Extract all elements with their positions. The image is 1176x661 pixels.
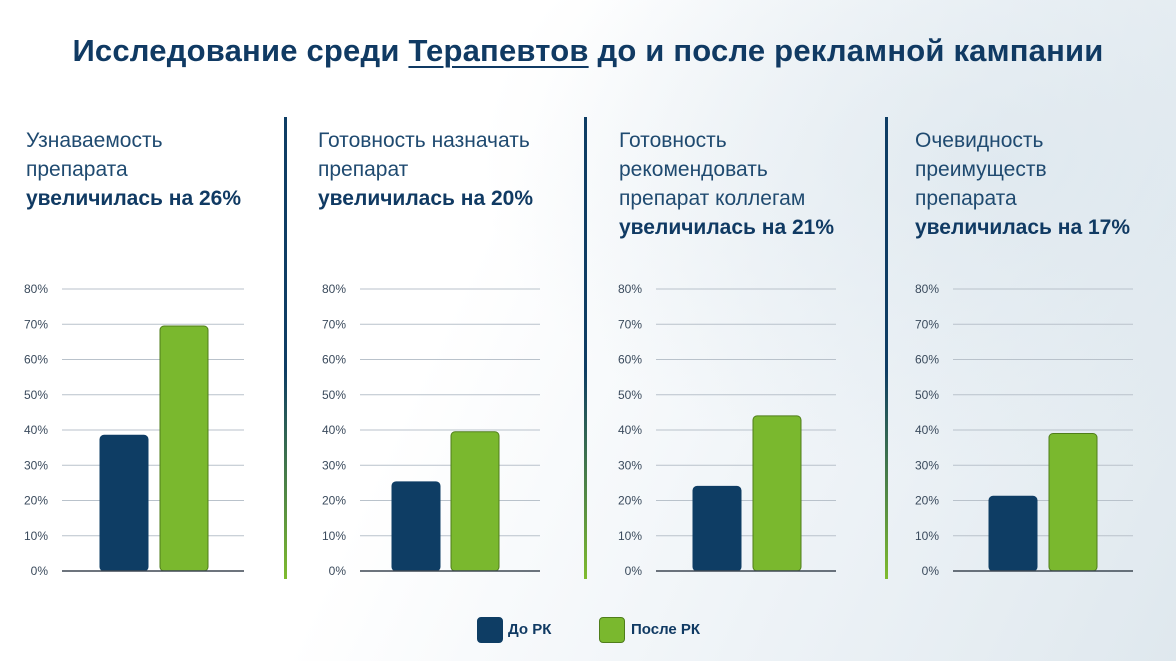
heading-highlight: увеличилась на 26% — [26, 187, 242, 210]
heading-highlight: увеличилась на 20% — [318, 187, 534, 210]
y-tick-label: 10% — [322, 529, 346, 543]
legend-swatch-after — [599, 617, 625, 643]
y-tick-label: 0% — [329, 564, 347, 578]
y-tick-label: 40% — [322, 423, 346, 437]
title-highlight: Терапевтов — [408, 33, 589, 68]
panel-divider — [284, 117, 287, 579]
y-tick-label: 40% — [915, 423, 939, 437]
y-tick-label: 40% — [24, 423, 48, 437]
y-tick-label: 30% — [24, 458, 48, 472]
y-tick-label: 60% — [24, 353, 48, 367]
panel-divider — [584, 117, 587, 579]
y-tick-label: 40% — [618, 423, 642, 437]
panel-divider — [885, 117, 888, 579]
y-tick-label: 10% — [24, 529, 48, 543]
y-tick-label: 50% — [618, 388, 642, 402]
y-tick-label: 60% — [618, 353, 642, 367]
y-tick-label: 10% — [618, 529, 642, 543]
heading-line: Узнаваемость — [26, 129, 163, 152]
y-tick-label: 0% — [922, 564, 940, 578]
heading-line: препарата — [915, 187, 1017, 210]
heading-line: препарат — [318, 158, 409, 181]
legend-label-before: До РК — [508, 621, 552, 638]
heading-line: преимуществ — [915, 158, 1047, 181]
y-tick-label: 20% — [322, 494, 346, 508]
y-tick-label: 80% — [24, 282, 48, 296]
y-tick-label: 10% — [915, 529, 939, 543]
y-tick-label: 60% — [915, 353, 939, 367]
bar-before — [988, 495, 1038, 572]
y-tick-label: 60% — [322, 353, 346, 367]
y-tick-label: 80% — [618, 282, 642, 296]
panel-heading-awareness: Узнаваемость препарата увеличилась на 26… — [26, 126, 241, 213]
y-tick-label: 50% — [24, 388, 48, 402]
y-tick-label: 70% — [24, 317, 48, 331]
y-tick-label: 70% — [322, 317, 346, 331]
panel-heading-benefits: Очевидность преимуществ препарата увелич… — [915, 126, 1130, 242]
y-tick-label: 20% — [618, 494, 642, 508]
page-title: Исследование среди Терапевтов до и после… — [0, 33, 1176, 69]
heading-line: Очевидность — [915, 129, 1044, 152]
y-tick-label: 20% — [915, 494, 939, 508]
y-tick-label: 70% — [915, 317, 939, 331]
y-tick-label: 80% — [915, 282, 939, 296]
bar-after — [1048, 433, 1098, 572]
y-tick-label: 30% — [618, 458, 642, 472]
heading-highlight: увеличилась на 21% — [619, 216, 835, 239]
title-suffix: до и после рекламной кампании — [588, 33, 1104, 68]
heading-line: Готовность назначать — [318, 129, 530, 152]
y-tick-label: 50% — [322, 388, 346, 402]
heading-line: Готовность — [619, 129, 727, 152]
legend-label-after: После РК — [631, 621, 701, 638]
panel-heading-prescribe: Готовность назначать препарат увеличилас… — [318, 126, 533, 213]
legend-swatch-before — [477, 617, 503, 643]
y-tick-label: 0% — [31, 564, 49, 578]
y-tick-label: 50% — [915, 388, 939, 402]
heading-line: препарат коллегам — [619, 187, 806, 210]
heading-line: рекомендовать — [619, 158, 768, 181]
y-tick-label: 0% — [625, 564, 643, 578]
title-prefix: Исследование среди — [72, 33, 409, 68]
heading-line: препарата — [26, 158, 128, 181]
y-tick-label: 20% — [24, 494, 48, 508]
y-tick-label: 80% — [322, 282, 346, 296]
y-tick-label: 30% — [915, 458, 939, 472]
heading-highlight: увеличилась на 17% — [915, 216, 1131, 239]
y-tick-label: 30% — [322, 458, 346, 472]
y-tick-label: 70% — [618, 317, 642, 331]
panel-heading-recommend: Готовность рекомендовать препарат коллег… — [619, 126, 834, 242]
